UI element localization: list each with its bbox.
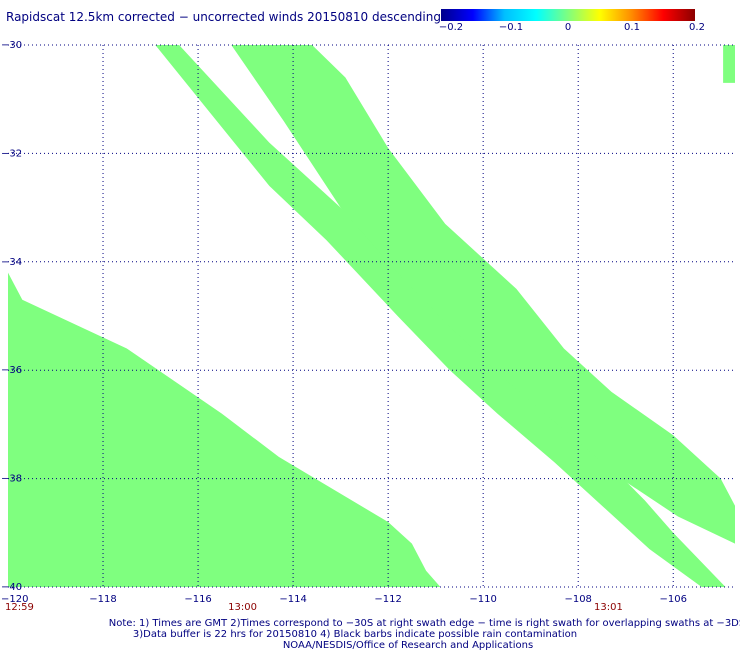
time-labels: 12:59 13:00 13:01 <box>5 602 623 613</box>
colorbar-tick-label: −0.1 <box>499 22 523 33</box>
time-label: 13:00 <box>228 602 257 613</box>
time-label: 12:59 <box>5 602 34 613</box>
x-tick-label: −110 <box>469 594 496 605</box>
x-tick-label: −114 <box>279 594 306 605</box>
colorbar: −0.2 −0.1 0 0.1 0.2 <box>439 9 705 33</box>
swath-region <box>8 272 441 587</box>
x-tick-label: −106 <box>659 594 686 605</box>
colorbar-tick-label: −0.2 <box>439 22 463 33</box>
time-label: 13:01 <box>594 602 623 613</box>
swath-region <box>231 45 736 544</box>
y-tick-label: −40 <box>1 582 22 593</box>
colorbar-tick-label: 0.1 <box>624 22 640 33</box>
x-tick-label: −108 <box>564 594 591 605</box>
chart-title: Rapidscat 12.5km corrected − uncorrected… <box>6 10 441 24</box>
x-tick-label: −116 <box>184 594 211 605</box>
x-corner-tick-label: −120 <box>1 594 28 605</box>
footnote-line-1: Note: 1) Times are GMT 2)Times correspon… <box>109 618 740 629</box>
y-tick-label: −38 <box>1 474 22 485</box>
colorbar-gradient <box>441 9 695 21</box>
x-tick-label: −118 <box>89 594 116 605</box>
footnote-line-2: 3)Data buffer is 22 hrs for 20150810 4) … <box>133 629 577 640</box>
y-tick-label: −32 <box>1 148 22 159</box>
colorbar-tick-label: 0 <box>565 22 571 33</box>
x-axis-ticks: −118 −116 −114 −112 −110 −108 −106 <box>89 594 687 605</box>
y-tick-label: −30 <box>1 40 22 51</box>
swath-layer <box>8 45 736 587</box>
y-tick-label: −36 <box>1 365 22 376</box>
y-tick-label: −34 <box>1 257 22 268</box>
footnote-line-3: NOAA/NESDIS/Office of Research and Appli… <box>283 640 533 650</box>
x-tick-label: −112 <box>374 594 401 605</box>
colorbar-tick-label: 0.2 <box>689 22 705 33</box>
y-axis-ticks: −30 −32 −34 −36 −38 −40 <box>1 40 22 593</box>
swath-region <box>723 45 735 83</box>
